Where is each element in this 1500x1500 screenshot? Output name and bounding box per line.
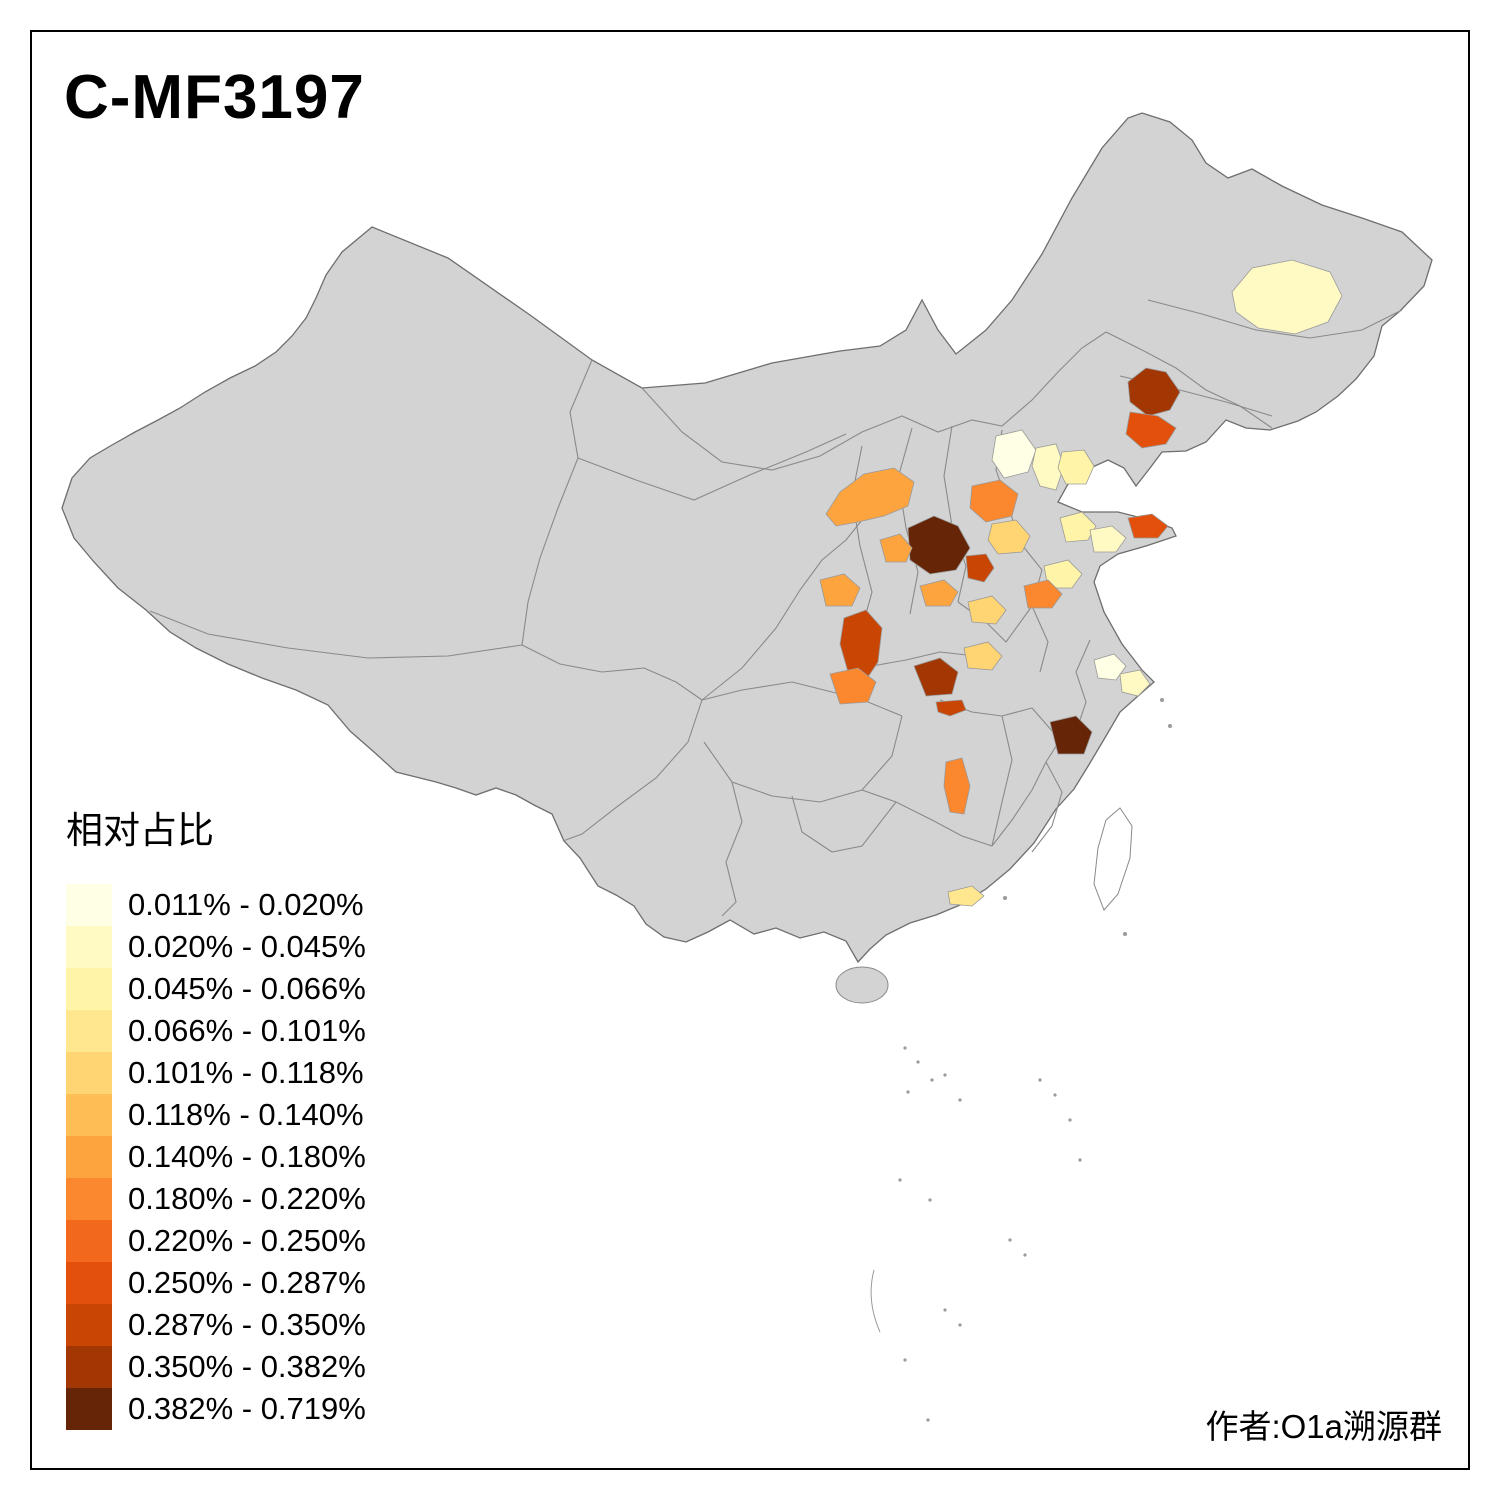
map-region-region-08: [969, 479, 1019, 523]
map-region-region-21: [839, 609, 883, 681]
legend-label: 0.118% - 0.140%: [128, 1097, 364, 1132]
legend-label: 0.382% - 0.719%: [128, 1391, 366, 1426]
map-region-region-01: [1231, 259, 1343, 335]
map-region-region-22: [829, 667, 877, 705]
map-region-region-26: [1049, 715, 1093, 755]
legend-row: 0.020% - 0.045%: [66, 926, 366, 968]
legend-swatch: [66, 1178, 112, 1220]
legend-swatch: [66, 1136, 112, 1178]
legend-swatch: [66, 1388, 112, 1430]
legend-title: 相对占比: [66, 810, 214, 851]
legend-swatch: [66, 926, 112, 968]
legend-row: 0.287% - 0.350%: [66, 1304, 366, 1346]
legend-label: 0.045% - 0.066%: [128, 971, 366, 1006]
legend-row: 0.250% - 0.287%: [66, 1262, 366, 1304]
map-region-region-09: [987, 519, 1031, 555]
legend-swatch: [66, 1262, 112, 1304]
legend-row: 0.118% - 0.140%: [66, 1094, 366, 1136]
legend-items: 0.011% - 0.020% 0.020% - 0.045% 0.045% - 0…: [66, 884, 366, 1430]
map-region-region-12: [879, 533, 913, 563]
map-region-region-30: [947, 885, 985, 907]
legend-label: 0.180% - 0.220%: [128, 1181, 366, 1216]
map-region-region-23: [963, 641, 1003, 671]
legend-swatch: [66, 1010, 112, 1052]
legend-swatch: [66, 1346, 112, 1388]
legend-swatch: [66, 884, 112, 926]
map-region-region-15: [1089, 525, 1127, 553]
legend-swatch: [66, 968, 112, 1010]
map-region-region-20: [819, 573, 861, 607]
map-region-region-11: [965, 553, 995, 583]
map-region-region-03: [1125, 411, 1177, 449]
map-region-region-02: [1127, 367, 1181, 417]
legend-row: 0.350% - 0.382%: [66, 1346, 366, 1388]
map-region-region-07: [825, 467, 915, 527]
legend-label: 0.020% - 0.045%: [128, 929, 366, 964]
legend-swatch: [66, 1304, 112, 1346]
hainan-island: [835, 966, 889, 1004]
legend-swatch: [66, 1220, 112, 1262]
legend-label: 0.220% - 0.250%: [128, 1223, 366, 1258]
legend-row: 0.045% - 0.066%: [66, 968, 366, 1010]
map-region-region-28: [1093, 653, 1127, 681]
map-region-region-10: [907, 515, 971, 575]
legend-row: 0.220% - 0.250%: [66, 1220, 366, 1262]
attribution: 作者:O1a溯源群: [1205, 1408, 1442, 1445]
taiwan-island: [1093, 807, 1133, 911]
legend-swatch: [66, 1094, 112, 1136]
legend-swatch: [66, 1052, 112, 1094]
map-region-region-29: [1119, 669, 1151, 697]
legend-label: 0.011% - 0.020%: [128, 887, 364, 922]
legend: 相对占比 0.011% - 0.020% 0.020% - 0.045% 0.045…: [66, 800, 366, 1430]
map-region-region-06: [1057, 449, 1095, 485]
map-region-region-25: [935, 699, 967, 717]
map-region-region-16: [1127, 513, 1169, 539]
legend-row: 0.140% - 0.180%: [66, 1136, 366, 1178]
map-region-region-19: [967, 595, 1007, 625]
coastal-islands: [1003, 698, 1172, 936]
legend-label: 0.140% - 0.180%: [128, 1139, 366, 1174]
province-borders: [149, 299, 1403, 917]
map-regions: [819, 259, 1343, 907]
legend-label: 0.350% - 0.382%: [128, 1349, 366, 1384]
map-region-region-05: [1031, 443, 1065, 491]
plot-title: C-MF3197: [64, 63, 365, 132]
legend-row: 0.382% - 0.719%: [66, 1388, 366, 1430]
legend-label: 0.287% - 0.350%: [128, 1307, 366, 1342]
legend-row: 0.066% - 0.101%: [66, 1010, 366, 1052]
map-region-region-18: [1023, 579, 1063, 609]
legend-row: 0.101% - 0.118%: [66, 1052, 366, 1094]
map-region-region-27: [943, 757, 971, 815]
legend-row: 0.180% - 0.220%: [66, 1178, 366, 1220]
map-region-region-13: [919, 579, 959, 607]
legend-label: 0.101% - 0.118%: [128, 1055, 364, 1090]
map-region-region-04: [991, 429, 1037, 479]
map-region-region-24: [913, 657, 959, 697]
mainland-outline: [61, 112, 1433, 964]
legend-label: 0.066% - 0.101%: [128, 1013, 366, 1048]
south-china-sea-islands: [870, 1046, 1082, 1422]
legend-label: 0.250% - 0.287%: [128, 1265, 366, 1300]
legend-row: 0.011% - 0.020%: [66, 884, 366, 926]
